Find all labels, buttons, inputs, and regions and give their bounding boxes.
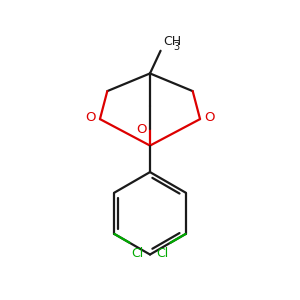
Text: O: O (85, 111, 96, 124)
Text: Cl: Cl (157, 247, 169, 260)
Text: 3: 3 (173, 42, 180, 52)
Text: CH: CH (163, 35, 181, 48)
Text: O: O (204, 111, 215, 124)
Text: O: O (136, 123, 146, 136)
Text: Cl: Cl (131, 247, 143, 260)
